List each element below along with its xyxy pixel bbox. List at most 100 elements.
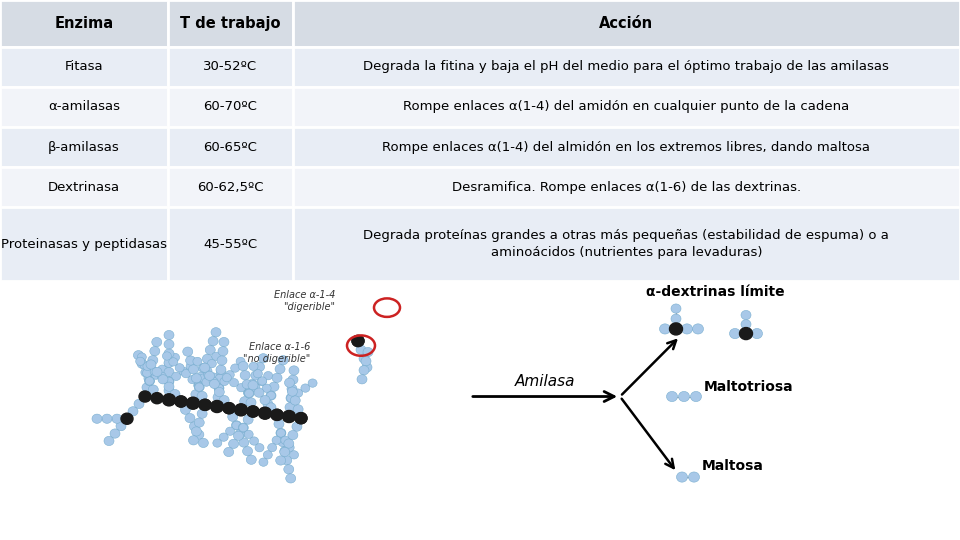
- Circle shape: [200, 400, 210, 410]
- Circle shape: [244, 388, 252, 397]
- Text: Maltotriosa: Maltotriosa: [704, 380, 794, 394]
- Circle shape: [143, 362, 152, 370]
- Circle shape: [219, 338, 229, 347]
- Circle shape: [151, 393, 163, 404]
- Circle shape: [200, 400, 210, 409]
- Circle shape: [243, 447, 252, 456]
- Circle shape: [209, 377, 218, 386]
- Circle shape: [363, 347, 373, 357]
- Circle shape: [282, 410, 296, 422]
- Circle shape: [164, 382, 174, 392]
- Circle shape: [199, 374, 207, 382]
- Circle shape: [219, 433, 228, 441]
- Circle shape: [266, 403, 276, 412]
- Circle shape: [226, 427, 234, 435]
- Circle shape: [228, 412, 238, 421]
- Circle shape: [284, 465, 294, 474]
- Circle shape: [216, 368, 226, 376]
- Circle shape: [285, 443, 294, 452]
- Circle shape: [237, 383, 246, 392]
- Circle shape: [660, 324, 670, 334]
- Circle shape: [146, 360, 156, 369]
- Circle shape: [92, 414, 102, 423]
- Circle shape: [200, 400, 210, 409]
- Circle shape: [180, 405, 190, 414]
- Circle shape: [212, 402, 222, 411]
- Circle shape: [286, 394, 296, 402]
- Circle shape: [210, 401, 224, 413]
- Circle shape: [162, 394, 176, 406]
- Circle shape: [224, 403, 234, 413]
- Text: 45-55ºC: 45-55ºC: [204, 238, 257, 251]
- Text: β-amilasas: β-amilasas: [48, 140, 120, 153]
- Bar: [0, 207, 168, 281]
- Circle shape: [232, 421, 241, 429]
- Circle shape: [277, 437, 288, 447]
- Circle shape: [280, 447, 290, 456]
- Circle shape: [200, 363, 209, 373]
- Circle shape: [235, 429, 245, 438]
- Circle shape: [199, 438, 208, 448]
- Circle shape: [191, 427, 202, 436]
- Text: 60-65ºC: 60-65ºC: [204, 140, 257, 153]
- Circle shape: [137, 359, 147, 368]
- Circle shape: [164, 359, 173, 368]
- Text: α-dextrinas límite: α-dextrinas límite: [646, 285, 784, 299]
- Bar: [293, 87, 960, 127]
- Circle shape: [223, 403, 235, 414]
- Circle shape: [194, 382, 204, 392]
- Circle shape: [145, 376, 155, 386]
- Circle shape: [175, 363, 184, 372]
- Circle shape: [244, 388, 253, 397]
- Circle shape: [295, 413, 307, 424]
- Circle shape: [139, 392, 151, 402]
- Circle shape: [194, 381, 204, 390]
- Circle shape: [240, 370, 251, 380]
- Circle shape: [288, 375, 298, 384]
- Circle shape: [162, 352, 172, 360]
- Bar: [293, 0, 960, 47]
- Circle shape: [285, 403, 295, 412]
- Circle shape: [290, 396, 300, 405]
- Circle shape: [240, 396, 250, 406]
- Circle shape: [148, 385, 158, 394]
- Bar: [0, 127, 168, 167]
- Circle shape: [264, 372, 273, 380]
- Circle shape: [145, 377, 154, 385]
- Circle shape: [293, 404, 303, 414]
- Circle shape: [274, 419, 284, 429]
- Circle shape: [228, 439, 239, 449]
- Circle shape: [148, 355, 157, 365]
- Circle shape: [278, 355, 288, 365]
- Circle shape: [671, 314, 681, 323]
- Circle shape: [224, 403, 234, 413]
- Circle shape: [141, 368, 151, 377]
- Text: Fitasa: Fitasa: [64, 60, 104, 73]
- Text: Maltosa: Maltosa: [702, 459, 764, 473]
- Circle shape: [171, 353, 180, 362]
- Circle shape: [213, 393, 223, 402]
- Circle shape: [669, 323, 683, 335]
- Circle shape: [259, 458, 268, 467]
- Circle shape: [292, 422, 302, 431]
- Bar: [168, 167, 293, 207]
- Circle shape: [188, 375, 197, 384]
- Circle shape: [176, 397, 186, 406]
- Circle shape: [362, 363, 372, 372]
- Circle shape: [666, 392, 678, 402]
- Circle shape: [135, 357, 145, 366]
- Circle shape: [238, 361, 249, 371]
- Circle shape: [150, 347, 159, 356]
- Circle shape: [266, 391, 276, 400]
- Circle shape: [186, 397, 200, 409]
- Circle shape: [280, 436, 290, 444]
- Text: Desramifica. Rompe enlaces α(1-6) de las dextrinas.: Desramifica. Rompe enlaces α(1-6) de las…: [452, 181, 801, 194]
- Circle shape: [247, 406, 259, 417]
- Circle shape: [262, 384, 271, 393]
- Circle shape: [186, 362, 195, 370]
- Text: α-amilasas: α-amilasas: [48, 100, 120, 113]
- Circle shape: [207, 360, 216, 368]
- Circle shape: [164, 340, 174, 349]
- Text: Degrada proteínas grandes a otras más pequeñas (estabilidad de espuma) o a
amino: Degrada proteínas grandes a otras más pe…: [364, 229, 889, 259]
- Circle shape: [359, 366, 369, 375]
